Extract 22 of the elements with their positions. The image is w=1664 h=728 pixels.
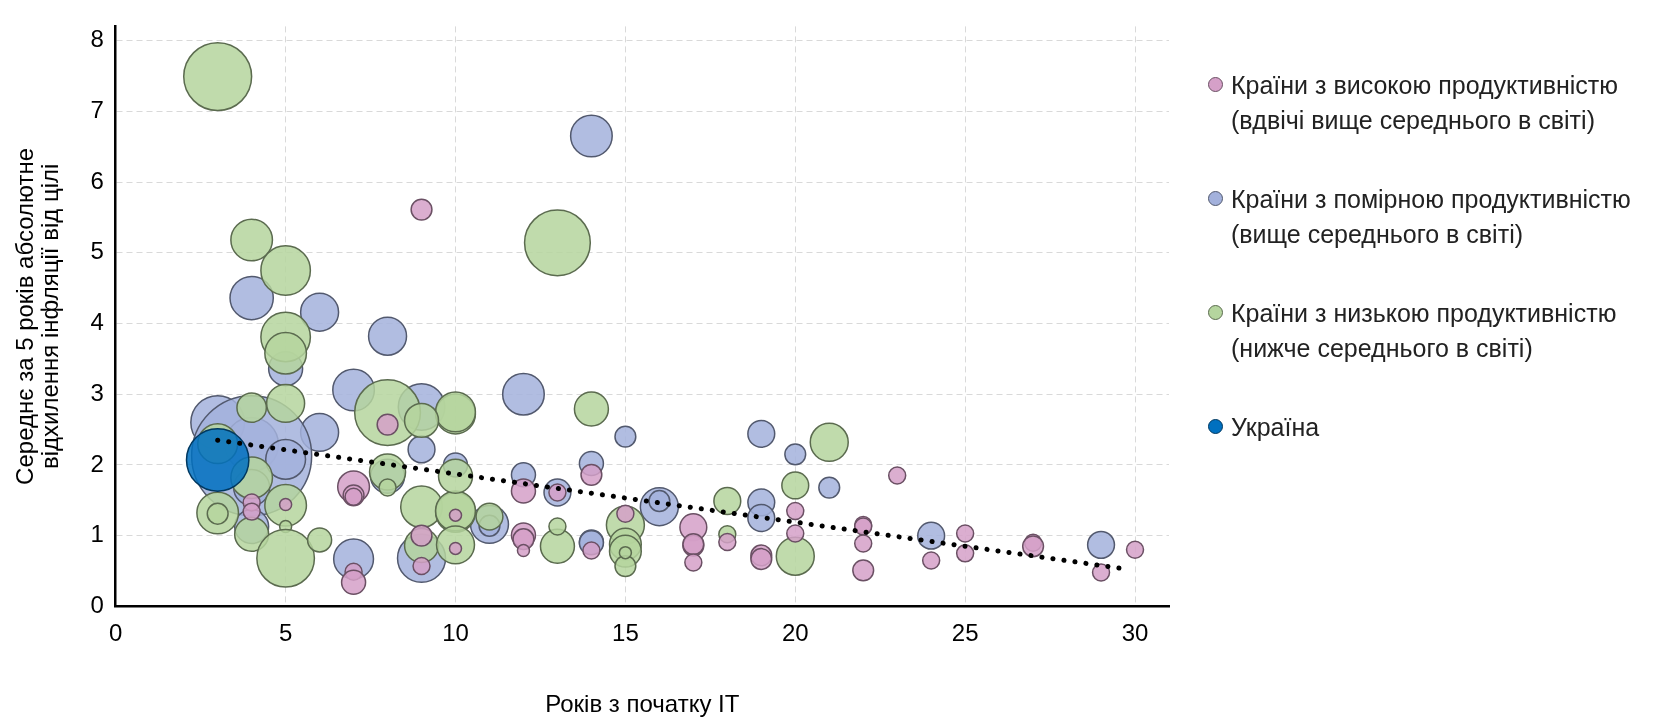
y-tick-label: 6 [90,166,104,194]
y-tick-label: 4 [90,308,104,336]
y-tick-label: 0 [90,591,104,619]
x-tick-label: 20 [781,619,809,647]
y-tick-label: 7 [90,95,104,123]
y-axis-title: Середнє за 5 років абсолютне відхилення інфляції від цілі [11,147,64,485]
x-tick-label: 25 [951,619,979,647]
y-tick-label: 5 [90,237,104,265]
y-tick-label: 2 [90,449,104,477]
legend-label: Україна [1231,412,1320,443]
x-tick-label: 15 [612,619,639,647]
y-tick-label: 3 [90,378,104,406]
legend-label: Країни з помірною продуктивністю (вище середнього в світі) [1231,184,1632,250]
y-tick-label: 8 [90,25,104,53]
x-tick-label: 10 [442,619,469,647]
x-tick-label: 5 [278,619,293,647]
x-tick-label: 0 [109,619,123,647]
x-axis-title: Років з початку ІТ [545,690,740,718]
legend-label: Країни з низькою продуктивністю (нижче середнього в світі) [1231,298,1618,364]
legend-label: Країни з високою продуктивністю (вдвічі вище середнього в світі) [1231,70,1620,136]
y-tick-label: 1 [90,520,104,548]
x-tick-label: 30 [1121,619,1149,647]
